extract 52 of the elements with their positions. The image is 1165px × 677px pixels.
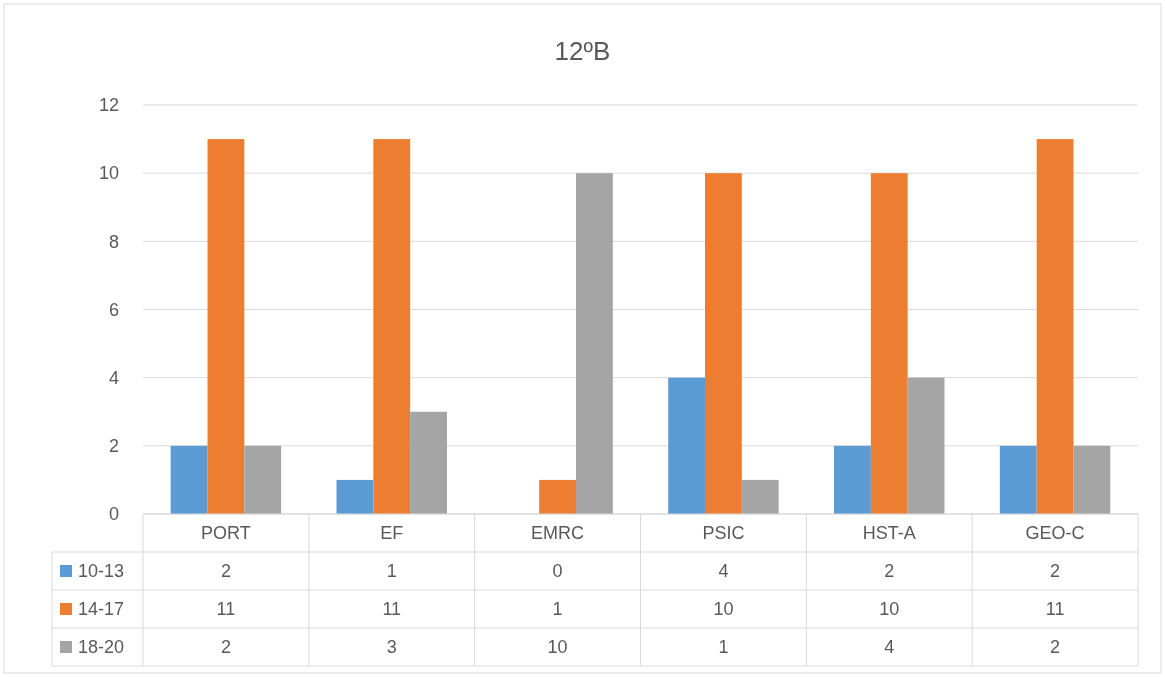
bar bbox=[705, 173, 742, 514]
data-label: 3 bbox=[386, 637, 397, 658]
data-label: 10 bbox=[547, 637, 568, 658]
bar bbox=[207, 139, 245, 514]
data-label: 2 bbox=[884, 561, 895, 582]
x-tick-label: GEO-C bbox=[1025, 523, 1085, 544]
legend-label: 10-13 bbox=[78, 561, 125, 582]
data-label: 1 bbox=[552, 599, 563, 620]
y-tick-label: 6 bbox=[108, 299, 119, 320]
bar bbox=[1036, 139, 1074, 514]
data-label: 1 bbox=[718, 637, 729, 658]
bar bbox=[668, 377, 706, 514]
bar bbox=[244, 445, 282, 514]
chart-title: 12ºB bbox=[554, 36, 611, 66]
legend-label: 14-17 bbox=[78, 599, 125, 620]
data-label: 10 bbox=[713, 599, 734, 620]
y-tick-label: 10 bbox=[98, 163, 119, 184]
bar bbox=[907, 377, 945, 514]
data-label: 2 bbox=[1050, 561, 1061, 582]
y-tick-label: 4 bbox=[108, 367, 119, 388]
data-label: 1 bbox=[386, 561, 397, 582]
bar bbox=[539, 479, 576, 514]
legend-label: 18-20 bbox=[78, 637, 125, 658]
bar bbox=[170, 445, 208, 514]
data-label: 11 bbox=[1045, 599, 1065, 620]
bar bbox=[373, 139, 411, 514]
x-tick-label: PSIC bbox=[702, 523, 745, 544]
bar bbox=[1073, 445, 1111, 514]
bar bbox=[999, 445, 1037, 514]
data-label: 10 bbox=[879, 599, 900, 620]
data-label: 4 bbox=[884, 637, 895, 658]
data-label: 2 bbox=[1050, 637, 1061, 658]
data-label: 0 bbox=[552, 561, 563, 582]
bar bbox=[336, 479, 374, 514]
x-tick-label: EF bbox=[380, 523, 404, 544]
y-tick-label: 2 bbox=[108, 436, 119, 457]
data-label: 2 bbox=[220, 561, 231, 582]
data-label: 11 bbox=[216, 599, 236, 620]
data-label: 4 bbox=[718, 561, 729, 582]
bar bbox=[575, 173, 613, 514]
bar bbox=[834, 445, 871, 514]
bar bbox=[410, 411, 447, 514]
x-tick-label: HST-A bbox=[862, 523, 916, 544]
y-tick-label: 8 bbox=[108, 231, 119, 252]
bar bbox=[870, 173, 908, 514]
data-label: 11 bbox=[382, 599, 402, 620]
y-tick-label: 12 bbox=[98, 95, 119, 116]
x-tick-label: EMRC bbox=[531, 523, 585, 544]
y-tick-label: 0 bbox=[108, 504, 119, 525]
data-label: 2 bbox=[220, 637, 231, 658]
x-tick-label: PORT bbox=[201, 523, 251, 544]
bar bbox=[741, 479, 779, 514]
